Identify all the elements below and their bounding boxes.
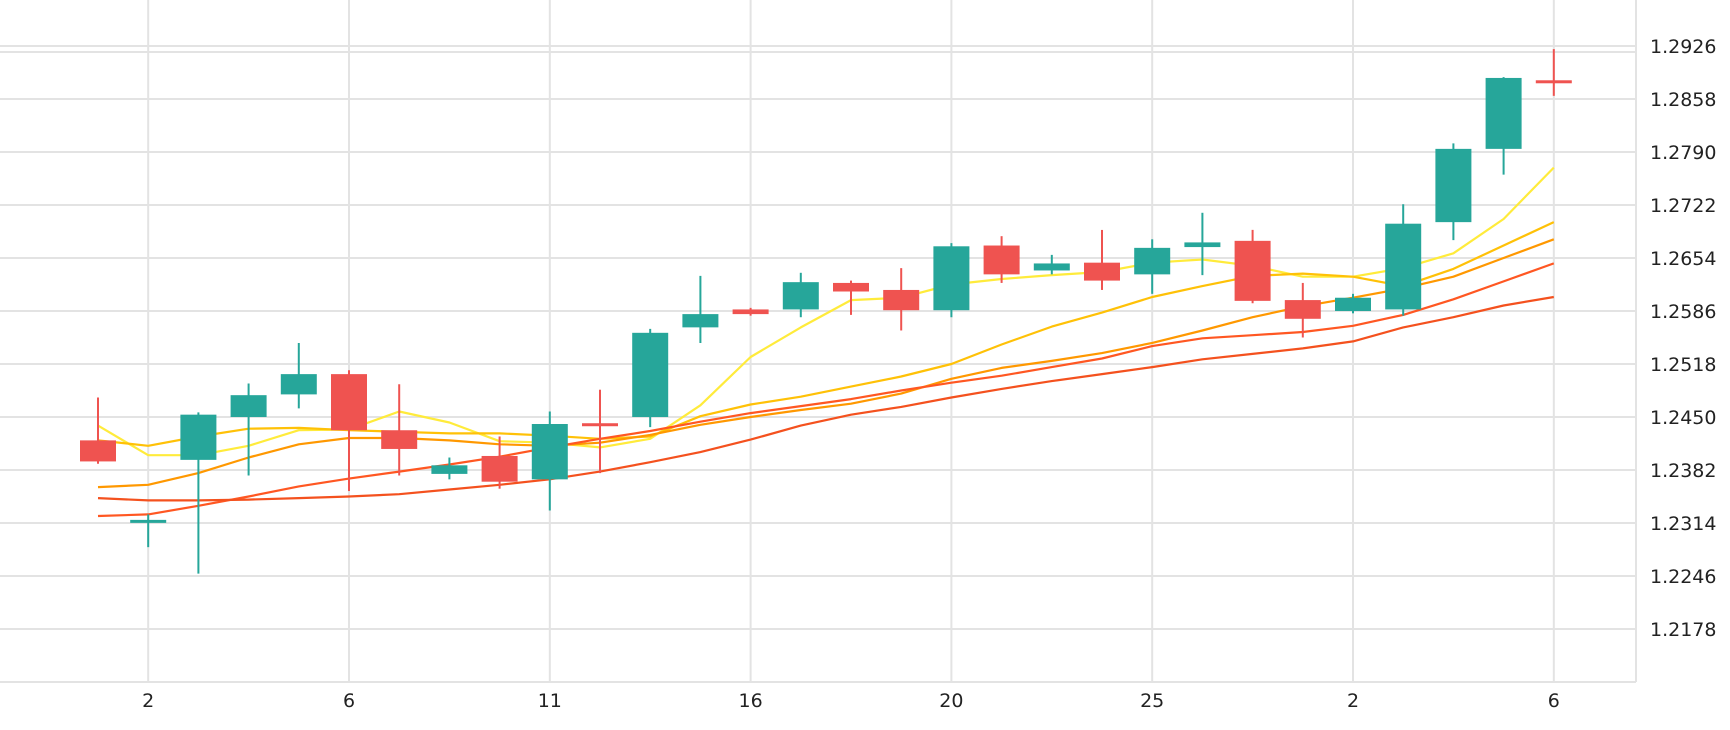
candle [1084, 229, 1120, 290]
x-tick-label: 16 [739, 690, 763, 712]
candle-body [331, 374, 367, 431]
candle-body [1033, 263, 1070, 271]
candle [1435, 143, 1472, 241]
y-tick-label: 1.2926 [1650, 36, 1716, 58]
candle [682, 275, 719, 343]
x-tick-label: 25 [1140, 690, 1164, 712]
axis-frame [0, 0, 1637, 683]
candle [381, 384, 418, 476]
y-tick-label: 1.2246 [1650, 566, 1716, 588]
candle-body [1184, 242, 1221, 248]
y-tick-label: 1.2722 [1650, 195, 1716, 217]
candle-body [582, 423, 618, 427]
candle [732, 307, 769, 316]
candle [481, 436, 518, 489]
candle-body [280, 374, 317, 395]
x-tick-label: 20 [939, 690, 963, 712]
candle-body [431, 465, 468, 474]
x-tick-label: 2 [142, 690, 154, 712]
x-tick-label: 2 [1347, 690, 1359, 712]
candle-body [1284, 300, 1321, 319]
y-tick-label: 1.2450 [1650, 407, 1716, 429]
candle [1335, 293, 1371, 314]
x-tick-label: 6 [343, 690, 355, 712]
candle [1234, 229, 1271, 304]
candle-body [732, 309, 769, 315]
candle-body [481, 455, 518, 482]
candle-body [80, 440, 116, 462]
candle-body [130, 519, 167, 523]
candle-body [632, 332, 669, 417]
x-tick-label: 6 [1548, 690, 1560, 712]
candle-body [1535, 80, 1572, 84]
candle [80, 397, 116, 464]
x-tick-label: 11 [538, 690, 562, 712]
moving-average-lines [97, 166, 1555, 518]
candle [180, 412, 217, 574]
y-tick-label: 1.2518 [1650, 354, 1716, 376]
y-tick-label: 1.2178 [1650, 619, 1716, 641]
x-axis-tick-labels: 2 6 11 16 20 25 2 6 [142, 690, 1560, 712]
candle-body [1084, 262, 1120, 281]
candle [1134, 239, 1171, 294]
candle [1535, 49, 1572, 96]
candle [933, 243, 970, 318]
candle-body [531, 424, 568, 480]
candle [833, 280, 869, 315]
y-tick-label: 1.2314 [1650, 513, 1716, 535]
candle-body [1335, 297, 1371, 311]
candle [1385, 204, 1422, 316]
candle [1184, 212, 1221, 276]
candle [1485, 77, 1522, 175]
ma-line-5 [97, 295, 1554, 502]
candle [280, 342, 317, 409]
candle-body [180, 414, 217, 460]
y-tick-label: 1.2654 [1650, 248, 1716, 270]
candle [1284, 282, 1321, 338]
y-tick-label: 1.2790 [1650, 142, 1716, 164]
ma-line-2 [97, 221, 1555, 447]
ma-line-4 [97, 262, 1555, 518]
candle-body [782, 282, 819, 310]
candle-body [1385, 223, 1422, 310]
y-tick-label: 1.2858 [1650, 89, 1716, 111]
grid-lines [0, 0, 1636, 682]
candle-body [833, 282, 869, 292]
candles [80, 49, 1572, 574]
candle [582, 389, 618, 474]
candle-body [1435, 148, 1472, 223]
candle [130, 514, 167, 548]
candle-body [230, 395, 267, 417]
candle-body [381, 430, 418, 449]
y-tick-label: 1.2382 [1650, 460, 1716, 482]
candle [983, 236, 1020, 283]
candle [431, 457, 468, 480]
candle-body [1234, 240, 1271, 301]
candle [331, 370, 367, 492]
candle-body [1485, 77, 1522, 149]
candle [632, 328, 669, 428]
y-tick-label: 1.2586 [1650, 301, 1716, 323]
candle-body [682, 314, 719, 328]
candle-body [983, 245, 1020, 275]
candle [230, 383, 267, 476]
candle-body [1134, 247, 1171, 275]
candle [531, 411, 568, 511]
candle-body [883, 289, 920, 311]
candle-body [933, 246, 970, 311]
y-axis-tick-labels: 1.2926 1.2858 1.2790 1.2722 1.2654 1.2586 1.25… [1650, 36, 1716, 641]
candle [883, 268, 920, 331]
candle [1033, 254, 1070, 275]
candle [782, 272, 819, 318]
